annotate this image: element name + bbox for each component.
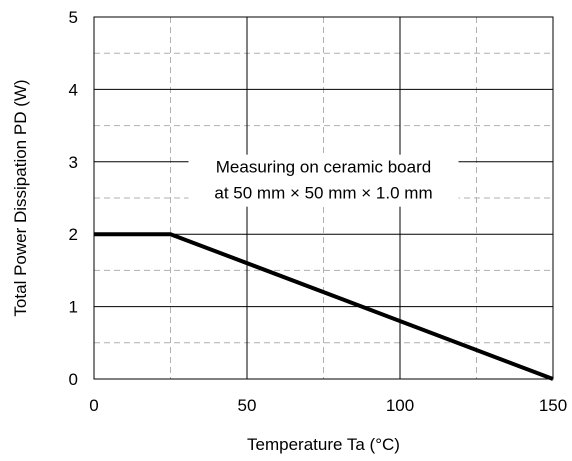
series-layer bbox=[94, 232, 554, 381]
annotation-line-2: at 50 mm × 50 mm × 1.0 mm bbox=[214, 184, 432, 203]
x-tick-label: 150 bbox=[539, 396, 567, 415]
y-tick-labels: 0 1 2 3 4 5 bbox=[69, 8, 78, 389]
y-tick-label: 4 bbox=[69, 80, 78, 99]
y-tick-label: 5 bbox=[69, 8, 78, 27]
x-tick-label: 0 bbox=[89, 396, 98, 415]
series-line bbox=[94, 232, 554, 381]
minor-grid bbox=[94, 17, 553, 379]
y-tick-label: 1 bbox=[69, 298, 78, 317]
y-tick-label: 2 bbox=[69, 225, 78, 244]
y-tick-label: 3 bbox=[69, 153, 78, 172]
x-tick-label: 50 bbox=[238, 396, 257, 415]
x-axis-label: Temperature Ta (°C) bbox=[247, 435, 400, 454]
annotation-line-1: Measuring on ceramic board bbox=[216, 158, 431, 177]
x-tick-labels: 0 50 100 150 bbox=[89, 396, 567, 415]
y-axis-label: Total Power Dissipation PD (W) bbox=[11, 79, 30, 316]
x-tick-label: 100 bbox=[386, 396, 414, 415]
annotation-background bbox=[188, 154, 459, 207]
y-tick-label: 0 bbox=[69, 370, 78, 389]
plot-frame bbox=[93, 16, 554, 380]
